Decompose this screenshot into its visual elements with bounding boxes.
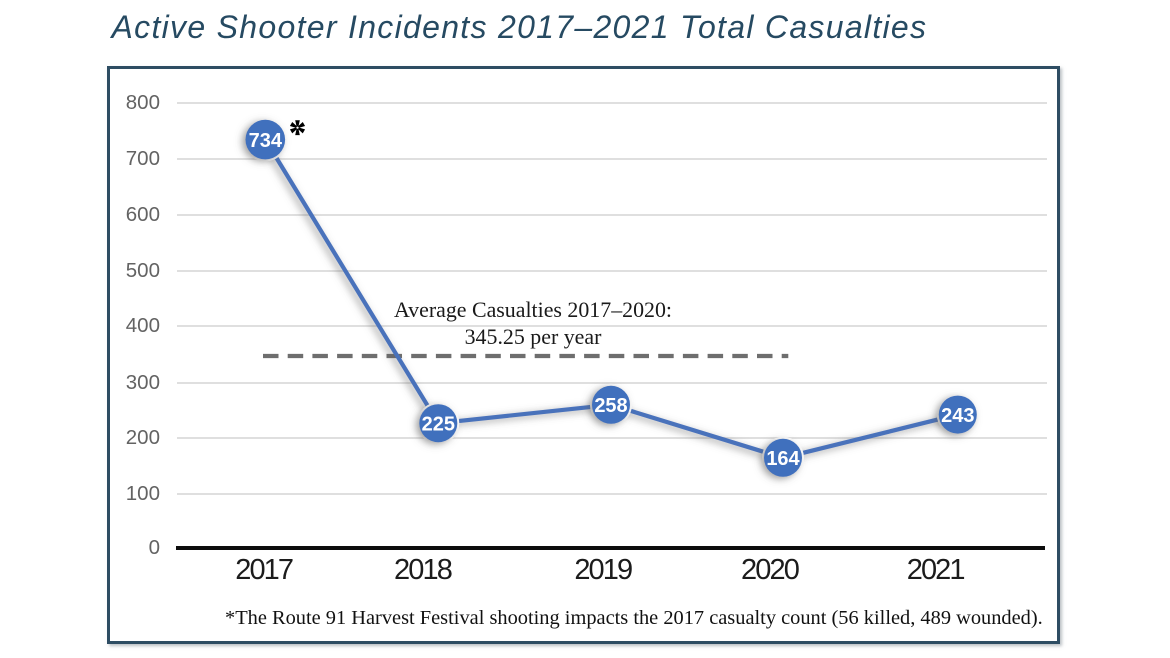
svg-text:258: 258 [594, 395, 627, 417]
svg-text:734: 734 [249, 130, 283, 152]
svg-text:225: 225 [422, 413, 455, 435]
svg-text:164: 164 [766, 448, 800, 470]
svg-text:243: 243 [941, 405, 974, 427]
